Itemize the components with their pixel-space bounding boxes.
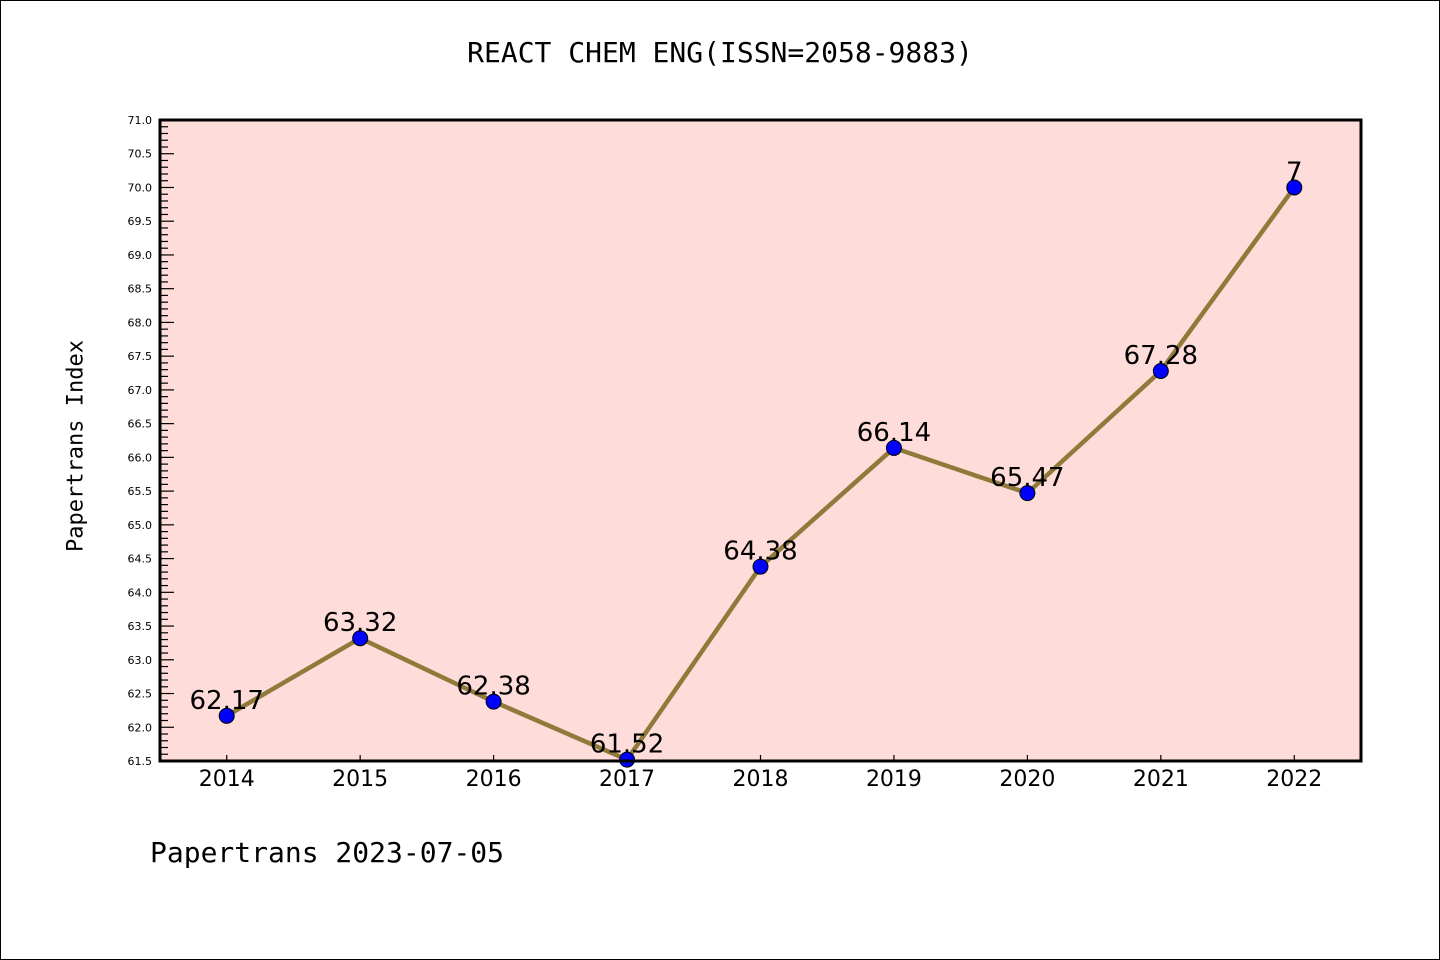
footer-text: Papertrans 2023-07-05 <box>150 836 505 869</box>
data-label: 62.38 <box>456 672 530 702</box>
x-tick-label: 2014 <box>199 767 255 792</box>
data-point <box>752 558 769 575</box>
y-tick-label: 70.0 <box>128 181 153 194</box>
x-tick-label: 2021 <box>1133 767 1189 792</box>
data-point <box>885 439 902 456</box>
data-point <box>485 693 502 710</box>
y-tick-label: 66.5 <box>128 418 153 431</box>
chart-title: REACT CHEM ENG(ISSN=2058-9883) <box>467 36 973 69</box>
y-tick-label: 64.0 <box>128 586 153 599</box>
y-tick-label: 65.5 <box>128 485 153 498</box>
y-tick-label: 68.5 <box>128 283 153 296</box>
data-label: 64.38 <box>723 537 797 567</box>
data-label: 61.52 <box>590 730 664 760</box>
y-tick-label: 71.0 <box>128 114 153 127</box>
plot-border <box>158 118 1363 763</box>
y-tick-label: 69.0 <box>128 249 153 262</box>
y-tick-label: 63.0 <box>128 654 153 667</box>
data-label: 7 <box>1286 157 1303 187</box>
y-tick-label: 65.0 <box>128 519 153 532</box>
y-tick-label: 61.5 <box>128 755 153 768</box>
y-tick-label: 62.5 <box>128 688 153 701</box>
y-tick-label: 68.0 <box>128 316 153 329</box>
x-tick-label: 2019 <box>866 767 922 792</box>
data-point <box>218 707 235 724</box>
y-tick-label: 64.5 <box>128 553 153 566</box>
x-tick-label: 2020 <box>999 767 1055 792</box>
data-point <box>352 630 369 647</box>
y-tick-label: 67.0 <box>128 384 153 397</box>
y-tick-label: 70.5 <box>128 148 153 161</box>
plot-area <box>160 120 1361 761</box>
y-tick-label: 63.5 <box>128 620 153 633</box>
y-tick-label: 62.0 <box>128 721 153 734</box>
x-tick-label: 2016 <box>466 767 522 792</box>
x-tick-label: 2022 <box>1266 767 1322 792</box>
data-label: 65.47 <box>990 463 1064 493</box>
y-tick-label: 66.0 <box>128 451 153 464</box>
x-tick-label: 2017 <box>599 767 655 792</box>
x-tick-label: 2018 <box>733 767 789 792</box>
data-label: 63.32 <box>323 608 397 638</box>
y-tick-label: 67.5 <box>128 350 153 363</box>
data-point <box>1286 179 1303 196</box>
x-tick-label: 2015 <box>332 767 388 792</box>
data-label: 62.17 <box>190 686 264 716</box>
data-label: 67.28 <box>1124 341 1198 371</box>
data-point <box>1152 363 1169 380</box>
y-tick-label: 69.5 <box>128 215 153 228</box>
data-label: 66.14 <box>857 418 931 448</box>
data-point <box>1019 485 1036 502</box>
